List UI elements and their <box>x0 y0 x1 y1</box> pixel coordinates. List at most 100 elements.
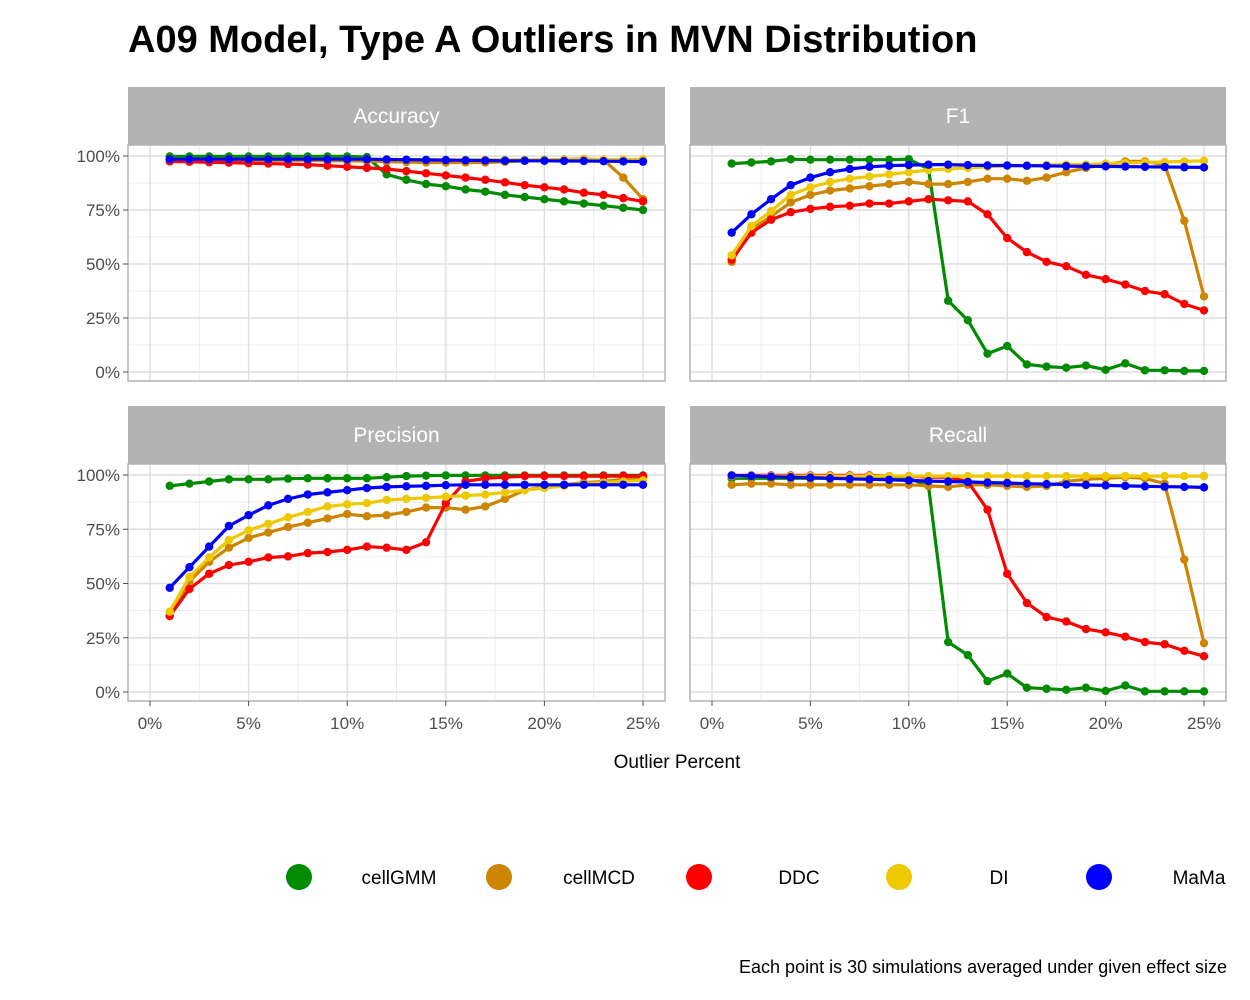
data-point-ddc <box>1140 286 1150 296</box>
data-point-mama <box>1003 161 1012 170</box>
data-point-mama <box>1121 162 1130 171</box>
data-point-cellmcd <box>845 184 854 193</box>
data-point-cellgmm <box>943 637 953 647</box>
data-point-cellgmm <box>845 155 854 164</box>
data-point-cellgmm <box>421 179 431 189</box>
data-point-mama <box>599 156 608 166</box>
data-point-cellmcd <box>481 502 490 511</box>
data-point-cellmcd <box>865 182 874 191</box>
data-point-mama <box>264 155 273 164</box>
data-point-mama <box>1140 162 1150 171</box>
panel-accuracy: Accuracy 0% 25% 50% 75% 100% <box>77 87 666 382</box>
data-point-ddc <box>481 175 490 184</box>
x-tick-label: 20% <box>527 714 561 733</box>
data-point-di <box>727 251 736 260</box>
data-point-ddc <box>1062 261 1071 271</box>
data-point-ddc <box>264 553 273 562</box>
data-point-ddc <box>983 210 992 219</box>
data-point-mama <box>185 155 194 164</box>
data-point-cellmcd <box>1199 292 1209 301</box>
panel-recall: Recall 0% 5% 10% 15% 20% 25% <box>689 406 1227 733</box>
x-tick-label: 15% <box>990 714 1024 733</box>
x-tick-label: 5% <box>236 714 261 733</box>
data-point-ddc <box>766 215 776 224</box>
data-point-mama <box>619 157 628 166</box>
data-point-cellgmm <box>402 175 411 184</box>
data-point-cellmcd <box>786 198 795 207</box>
legend-label-cellmcd: cellMCD <box>563 868 635 889</box>
data-point-di <box>382 495 391 505</box>
data-point-cellmcd <box>244 533 253 543</box>
data-point-cellmcd <box>825 186 835 195</box>
data-point-mama <box>382 482 391 492</box>
data-point-cellgmm <box>1199 366 1209 376</box>
data-point-cellgmm <box>441 471 450 480</box>
data-point-cellmcd <box>402 507 411 517</box>
data-point-ddc <box>343 162 352 171</box>
data-point-cellgmm <box>1140 687 1150 696</box>
data-point-mama <box>461 480 470 489</box>
data-point-mama <box>1042 161 1051 171</box>
data-point-cellmcd <box>1180 216 1189 225</box>
data-point-di <box>362 499 372 508</box>
data-point-cellmcd <box>343 509 352 519</box>
data-point-ddc <box>619 193 628 203</box>
data-point-mama <box>579 156 589 166</box>
data-point-cellmcd <box>1180 555 1189 564</box>
data-point-mama <box>421 481 431 491</box>
data-point-mama <box>1101 162 1110 171</box>
data-point-di <box>1081 471 1091 481</box>
data-point-mama <box>786 472 795 482</box>
data-point-ddc <box>402 166 411 176</box>
data-point-mama <box>283 155 293 164</box>
data-point-mama <box>481 480 490 489</box>
data-point-ddc <box>1062 617 1071 626</box>
data-point-di <box>323 502 332 511</box>
data-point-cellmcd <box>786 480 795 489</box>
data-point-mama <box>786 180 795 190</box>
data-point-mama <box>943 477 953 486</box>
data-point-mama <box>461 156 470 165</box>
y-tick-label: 100% <box>77 147 120 166</box>
data-point-di <box>963 471 973 481</box>
data-point-di <box>1160 471 1169 481</box>
data-point-ddc <box>481 474 490 483</box>
data-point-di <box>481 490 490 499</box>
data-point-ddc <box>924 195 933 204</box>
data-point-di <box>441 492 450 501</box>
data-point-cellgmm <box>904 155 913 164</box>
data-point-cellgmm <box>579 199 589 208</box>
data-point-cellgmm <box>825 155 835 164</box>
strip-f1 <box>690 87 1226 145</box>
data-point-di <box>1180 471 1189 481</box>
strip-label-precision: Precision <box>353 424 439 447</box>
data-point-ddc <box>599 190 608 200</box>
data-point-ddc <box>1022 598 1032 608</box>
data-point-di <box>343 500 352 509</box>
data-point-cellgmm <box>806 155 815 164</box>
data-point-mama <box>1101 481 1110 490</box>
data-point-mama <box>924 160 933 169</box>
data-point-ddc <box>244 557 253 566</box>
data-point-mama <box>825 168 835 177</box>
data-point-ddc <box>1121 280 1130 289</box>
data-point-mama <box>1022 479 1032 488</box>
y-tick-label: 0% <box>95 363 120 382</box>
data-point-cellgmm <box>1121 359 1130 368</box>
data-point-mama <box>343 485 352 495</box>
legend-item-cellmcd: cellMCD <box>486 864 635 890</box>
data-point-cellgmm <box>224 475 234 484</box>
data-point-cellmcd <box>1003 174 1012 183</box>
data-point-mama <box>520 156 529 165</box>
data-point-mama <box>520 480 529 489</box>
data-point-ddc <box>904 197 913 206</box>
data-point-cellgmm <box>963 315 973 325</box>
data-point-mama <box>1160 482 1169 491</box>
data-point-ddc <box>983 505 992 514</box>
data-point-di <box>806 183 815 192</box>
strip-label-accuracy: Accuracy <box>353 105 440 128</box>
data-point-ddc <box>963 197 973 206</box>
data-point-mama <box>638 157 648 166</box>
data-point-mama <box>323 488 332 497</box>
legend-item-di: DI <box>886 864 1009 890</box>
